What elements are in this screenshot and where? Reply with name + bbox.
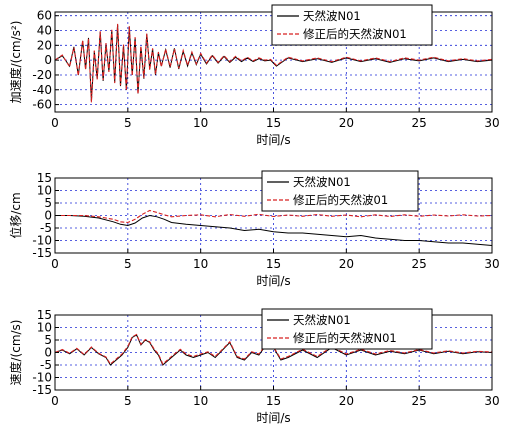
x-tick-label: 20 bbox=[339, 394, 354, 408]
y-tick-label: 60 bbox=[37, 9, 52, 23]
x-tick-label: 30 bbox=[484, 257, 499, 271]
series-line-corrected-wave bbox=[55, 209, 492, 224]
x-tick-label: 5 bbox=[124, 394, 132, 408]
y-tick-label: -10 bbox=[32, 371, 52, 385]
legend-label: 天然波N01 bbox=[293, 175, 351, 189]
y-tick-label: -15 bbox=[32, 246, 52, 260]
x-tick-label: 0 bbox=[51, 116, 59, 130]
y-axis-label: 加速度/(cm/s²) bbox=[8, 21, 23, 104]
x-tick-label: 15 bbox=[266, 116, 281, 130]
y-tick-label: 5 bbox=[44, 333, 52, 347]
y-tick-label: 15 bbox=[37, 308, 52, 322]
series-line-corrected-wave bbox=[55, 333, 492, 365]
x-tick-label: 15 bbox=[266, 257, 281, 271]
series-line-corrected-wave bbox=[55, 23, 492, 103]
y-tick-label: 20 bbox=[37, 38, 52, 52]
legend: 天然波N01 修正后的天然波01 bbox=[261, 170, 419, 212]
x-tick-label: 10 bbox=[193, 394, 208, 408]
x-tick-label: 0 bbox=[51, 257, 59, 271]
y-axis-label: 位移/cm bbox=[8, 192, 23, 238]
legend-box bbox=[261, 170, 419, 212]
y-tick-label: 5 bbox=[44, 196, 52, 210]
x-tick-label: 25 bbox=[412, 116, 427, 130]
y-tick-label: -10 bbox=[32, 234, 52, 248]
y-tick-label: 15 bbox=[37, 171, 52, 185]
x-tick-label: 30 bbox=[484, 394, 499, 408]
x-tick-label: 20 bbox=[339, 116, 354, 130]
y-tick-label: -5 bbox=[40, 221, 52, 235]
x-axis-label: 时间/s bbox=[256, 411, 290, 425]
x-tick-label: 30 bbox=[484, 116, 499, 130]
legend-label: 修正后的天然波N01 bbox=[303, 27, 407, 41]
y-tick-label: -40 bbox=[32, 83, 52, 97]
y-tick-label: -15 bbox=[32, 383, 52, 397]
y-tick-label: 0 bbox=[44, 53, 52, 67]
legend-label: 修正后的天然波N01 bbox=[293, 331, 397, 345]
y-tick-label: -60 bbox=[32, 98, 52, 112]
x-tick-label: 15 bbox=[266, 394, 281, 408]
legend-label: 天然波N01 bbox=[293, 313, 351, 327]
x-tick-label: 10 bbox=[193, 257, 208, 271]
chart-panel-2: 0 5 10 15 20 25 30-15-10-5051015时间/s位移/cm天然波N0… bbox=[8, 170, 500, 288]
x-tick-label: 5 bbox=[124, 257, 132, 271]
legend-label: 修正后的天然波01 bbox=[293, 193, 388, 207]
y-tick-label: 0 bbox=[44, 209, 52, 223]
series-line-natural-wave bbox=[55, 214, 492, 246]
y-axis-label: 速度/(cm/s) bbox=[8, 320, 23, 386]
x-axis-label: 时间/s bbox=[256, 274, 290, 288]
y-tick-label: 10 bbox=[37, 321, 52, 335]
x-tick-label: 25 bbox=[412, 394, 427, 408]
x-axis-label: 时间/s bbox=[256, 133, 290, 147]
legend: 天然波N01 修正后的天然波N01 bbox=[261, 308, 433, 350]
x-tick-label: 25 bbox=[412, 257, 427, 271]
chart-panel-1: 0 5 10 15 20 25 30-60-40-200204060时间/s加速度/(cm/… bbox=[8, 4, 500, 147]
legend-box bbox=[261, 308, 433, 350]
series-line-natural-wave bbox=[55, 334, 492, 366]
y-tick-label: -20 bbox=[32, 68, 52, 82]
x-tick-label: 10 bbox=[193, 116, 208, 130]
legend-box bbox=[271, 4, 433, 46]
x-tick-label: 0 bbox=[51, 394, 59, 408]
y-tick-label: -5 bbox=[40, 358, 52, 372]
y-tick-label: 40 bbox=[37, 24, 52, 38]
legend: 天然波N01 修正后的天然波N01 bbox=[271, 4, 433, 46]
legend-label: 天然波N01 bbox=[303, 9, 361, 23]
y-tick-label: 0 bbox=[44, 346, 52, 360]
x-tick-label: 5 bbox=[124, 116, 132, 130]
x-tick-label: 20 bbox=[339, 257, 354, 271]
y-tick-label: 10 bbox=[37, 184, 52, 198]
